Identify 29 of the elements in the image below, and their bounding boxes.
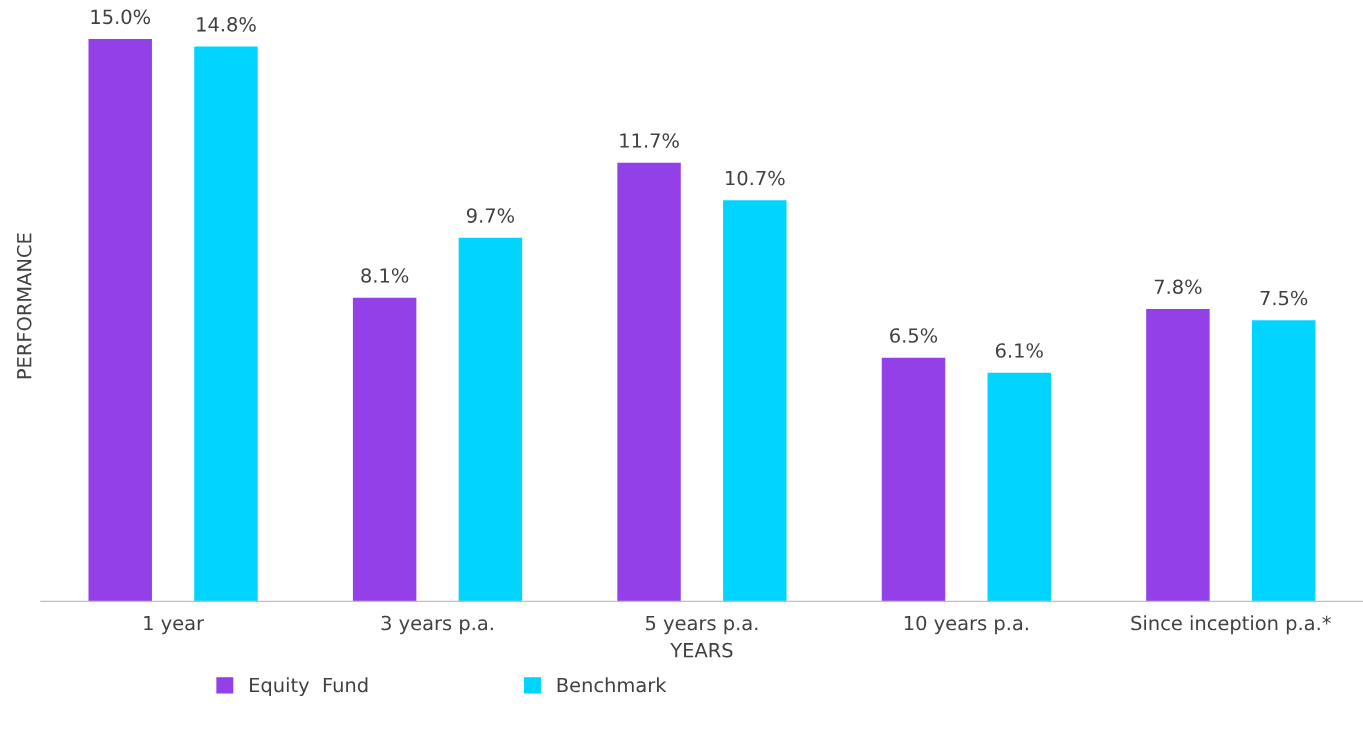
bar	[1251, 320, 1316, 602]
x-tick-label: 1 year	[144, 615, 205, 635]
data-label: 14.8%	[197, 16, 256, 32]
y-axis-title: PERFORMANCE	[16, 233, 32, 379]
data-label: 6.1%	[995, 343, 1043, 358]
x-tick-label: 10 years p.a.	[904, 615, 1028, 635]
data-label: 10.7%	[726, 170, 785, 186]
data-label: 6.5%	[890, 328, 938, 343]
data-label: 9.7%	[466, 208, 515, 223]
data-label: 7.8%	[1154, 279, 1202, 295]
bar	[617, 162, 681, 602]
bar	[194, 46, 258, 602]
data-label: 11.7%	[620, 133, 679, 148]
data-label: 8.1%	[361, 268, 409, 283]
bar	[723, 200, 787, 602]
legend-label: Benchmark	[557, 677, 667, 693]
x-tick-label: 3 years p.a.	[381, 615, 493, 635]
bar	[1146, 308, 1210, 602]
x-tick-label: 5 years p.a.	[646, 615, 758, 635]
bar	[88, 39, 152, 602]
data-label: 15.0%	[91, 9, 151, 25]
data-label: 7.5%	[1260, 290, 1308, 306]
bar	[458, 237, 523, 602]
x-axis-title: YEARS	[670, 642, 733, 658]
bar	[881, 357, 946, 602]
bar	[352, 297, 417, 602]
legend-label: Equity Fund	[250, 677, 368, 697]
bar	[987, 372, 1051, 602]
x-tick-label: Since inception p.a.*	[1131, 615, 1331, 635]
